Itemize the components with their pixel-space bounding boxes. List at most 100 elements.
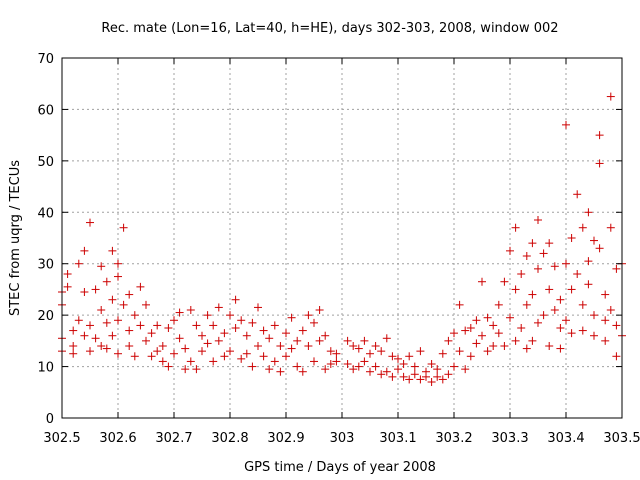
data-point [242,331,251,340]
data-point [298,367,307,376]
data-point [444,336,453,345]
data-point [310,318,318,327]
x-tick-label: 303.3 [491,431,528,446]
data-point [114,259,122,268]
data-point [276,367,285,376]
data-point [573,270,582,278]
data-point [494,329,503,338]
data-point [265,334,274,343]
data-point [153,347,162,356]
data-point [578,300,587,309]
data-point [203,311,212,320]
chart-title: Rec. mate (Lon=16, Lat=40, h=HE), days 3… [101,21,558,36]
data-point [74,316,83,325]
data-point [125,326,134,335]
data-point [97,262,106,271]
data-point [315,336,324,345]
data-point [466,324,475,332]
data-point [394,365,402,374]
data-point [63,270,72,278]
data-point [556,344,565,353]
y-tick-label: 40 [37,206,54,221]
data-point [506,313,514,322]
data-point [416,375,425,384]
data-point [360,357,369,366]
data-point [483,313,492,322]
data-point [562,259,570,268]
data-point [450,329,458,338]
data-point [282,352,290,361]
data-point [125,342,134,350]
data-point [522,300,531,309]
y-tick-label: 0 [46,412,54,427]
data-point [371,342,380,350]
data-point [108,246,117,255]
data-point [86,321,94,330]
x-tick-label: 303.5 [603,431,640,446]
x-tick-label: 302.6 [99,431,136,446]
y-tick-label: 20 [37,309,54,324]
data-point [170,349,178,358]
data-point [147,329,156,338]
data-point [522,252,531,260]
x-tick-labels: 302.5 302.6 302.7 302.8 302.9 303 303.1 303.2 30… [43,431,640,446]
data-point [466,352,475,361]
data-point [606,223,615,232]
data-point [220,352,229,361]
data-point [158,357,167,366]
data-point [478,277,486,286]
data-point [170,316,178,325]
data-point [578,326,587,335]
data-point [181,344,190,353]
data-point [186,357,195,366]
data-point [265,365,274,374]
data-point [231,324,240,332]
y-tick-label: 30 [37,258,54,273]
y-tick-label: 70 [37,52,54,67]
data-point [114,272,122,281]
data-point [69,342,78,350]
data-point [198,347,206,356]
data-point [74,259,83,268]
data-point [606,306,615,314]
data-point [69,349,78,358]
data-point [394,354,402,363]
data-point [254,303,262,312]
data-point [388,352,397,361]
data-point [321,331,330,340]
data-point [388,372,397,381]
data-point [158,342,167,350]
data-point [80,288,89,296]
x-tick-label: 302.7 [155,431,192,446]
data-point [102,277,111,286]
data-point [612,352,621,361]
x-tick-label: 303.4 [547,431,584,446]
data-point [203,339,212,348]
data-point [175,334,184,343]
data-point [534,318,542,327]
data-point [80,331,89,340]
data-point [545,342,554,350]
data-point [522,344,531,353]
data-point [270,321,279,330]
data-point [91,334,100,343]
data-point [433,372,442,381]
data-point [478,331,486,340]
data-point [528,290,537,299]
data-point [326,360,335,368]
data-point [550,262,559,271]
data-point [63,282,72,291]
data-point [444,370,453,379]
data-point [354,344,363,353]
data-point [377,370,386,379]
data-point [349,365,358,374]
data-point [461,365,470,374]
grid-lines [62,58,622,418]
data-point [595,159,604,168]
data-point [321,365,330,374]
data-point [91,285,100,294]
data-point [494,300,503,309]
data-point [366,349,374,358]
